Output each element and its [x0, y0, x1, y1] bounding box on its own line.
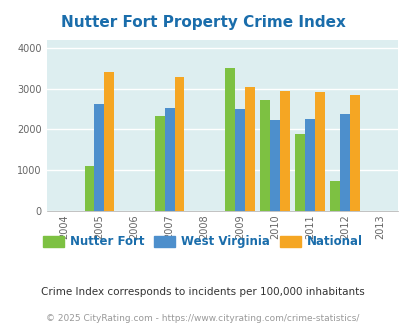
- Bar: [154, 116, 164, 211]
- Bar: [349, 95, 359, 211]
- Bar: [330, 181, 339, 211]
- Bar: [94, 104, 104, 211]
- Bar: [104, 72, 114, 211]
- Bar: [314, 92, 324, 211]
- Bar: [279, 91, 289, 211]
- Bar: [305, 119, 314, 211]
- Bar: [244, 87, 254, 211]
- Legend: Nutter Fort, West Virginia, National: Nutter Fort, West Virginia, National: [38, 231, 367, 253]
- Bar: [260, 100, 269, 211]
- Bar: [224, 68, 234, 211]
- Text: © 2025 CityRating.com - https://www.cityrating.com/crime-statistics/: © 2025 CityRating.com - https://www.city…: [46, 314, 359, 323]
- Bar: [174, 77, 184, 211]
- Bar: [164, 108, 174, 211]
- Bar: [339, 114, 349, 211]
- Bar: [234, 109, 244, 211]
- Bar: [84, 166, 94, 211]
- Bar: [294, 134, 305, 211]
- Text: Nutter Fort Property Crime Index: Nutter Fort Property Crime Index: [60, 15, 345, 30]
- Text: Crime Index corresponds to incidents per 100,000 inhabitants: Crime Index corresponds to incidents per…: [41, 287, 364, 297]
- Bar: [269, 120, 279, 211]
